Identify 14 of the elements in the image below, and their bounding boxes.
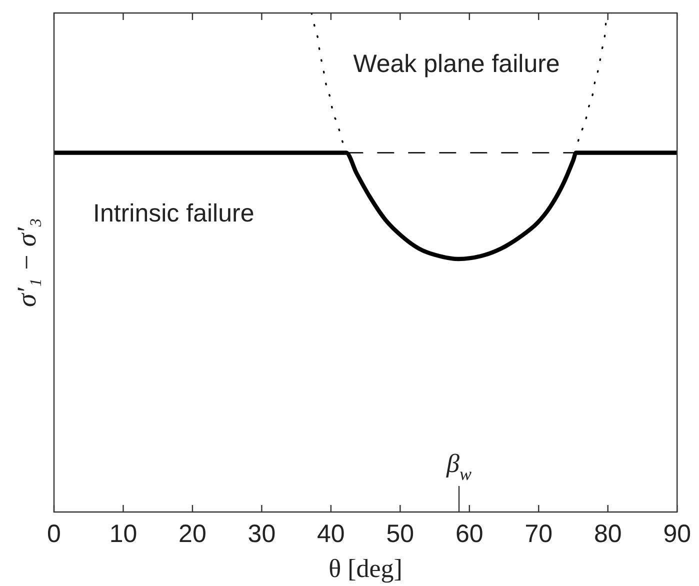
x-tick-label: 20 <box>178 520 206 548</box>
x-axis-title: θ [deg] <box>328 554 402 584</box>
x-tick-label: 10 <box>109 520 138 548</box>
x-tick-label: 30 <box>248 520 276 548</box>
annotation: Weak plane failure <box>353 50 560 78</box>
x-tick-label: 90 <box>663 520 691 548</box>
x-tick-label: 80 <box>594 520 622 548</box>
x-tick-label: 70 <box>524 520 553 548</box>
x-tick-label: 50 <box>386 520 414 548</box>
x-tick-label: 60 <box>455 520 484 548</box>
x-tick-label: 40 <box>317 520 345 548</box>
annotation: Intrinsic failure <box>93 200 254 228</box>
x-tick-label: 0 <box>47 520 61 548</box>
y-axis-title: σ′₁ − σ′₃ <box>11 218 42 307</box>
